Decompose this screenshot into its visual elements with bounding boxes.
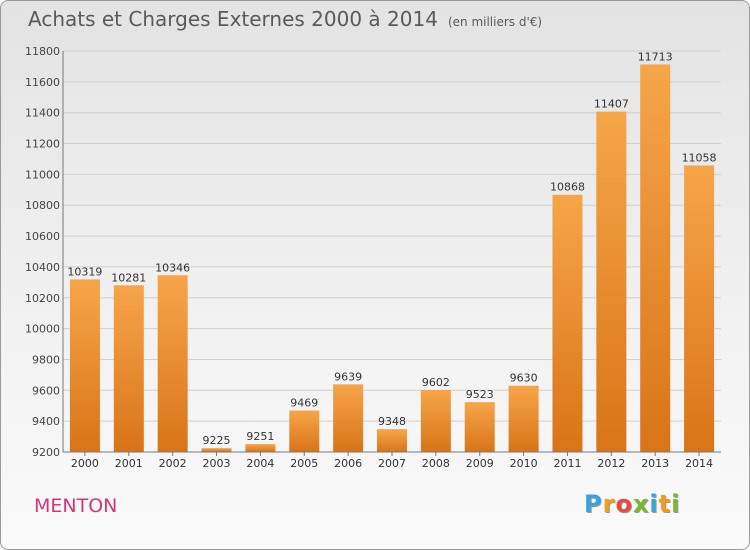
bar-2004	[245, 444, 276, 452]
bar-2000	[69, 279, 100, 452]
data-label-2005: 9469	[290, 397, 318, 410]
chart-title-text: Achats et Charges Externes 2000 à 2014	[28, 7, 438, 31]
logo-letter: o	[615, 490, 633, 518]
bar-2007	[377, 429, 407, 452]
y-tick-label: 11600	[25, 76, 60, 89]
axes: 9200 9400 9600 9800 10000 10200 10400 10600 1080…	[25, 45, 721, 470]
bars	[69, 64, 715, 453]
x-tick-label-2004: 2004	[246, 457, 274, 470]
y-tick-label: 10000	[25, 323, 60, 336]
data-label-2004: 9251	[246, 430, 274, 443]
x-tick-label-2010: 2010	[510, 457, 538, 470]
logo-letter: t	[658, 490, 672, 518]
data-label-2012: 11407	[594, 98, 629, 111]
logo-letter: r	[602, 490, 616, 518]
data-label-2002: 10346	[155, 261, 190, 274]
x-tick-label-2013: 2013	[641, 457, 669, 470]
y-tick-label: 11000	[25, 168, 60, 181]
bar-2010	[508, 385, 539, 452]
y-tick-label: 9800	[32, 353, 60, 366]
bar-2003	[201, 448, 232, 452]
logo-letter: x	[632, 490, 650, 518]
x-tick-label-2014: 2014	[685, 457, 713, 470]
bar-2011	[552, 194, 583, 452]
x-tick-label-2012: 2012	[597, 457, 625, 470]
data-label-2014: 11058	[682, 151, 717, 164]
data-label-2007: 9348	[378, 415, 406, 428]
bar-2005	[289, 410, 320, 452]
x-tick-label-2007: 2007	[378, 457, 406, 470]
y-tick-label: 11800	[25, 45, 60, 58]
bar-2014	[684, 165, 715, 453]
y-tick-label: 9200	[32, 446, 60, 459]
y-tick-label: 9400	[32, 415, 60, 428]
x-tick-label-2002: 2002	[159, 457, 187, 470]
bar-2013	[640, 64, 671, 452]
x-tick-label-2003: 2003	[203, 457, 231, 470]
bar-2001	[113, 285, 144, 452]
x-tick-label-2005: 2005	[290, 457, 318, 470]
logo-letter: P	[584, 490, 603, 518]
y-tick-label: 10400	[25, 261, 60, 274]
x-tick-label-2000: 2000	[71, 457, 99, 470]
proxiti-logo: Proxiti	[584, 490, 680, 518]
data-labels: 10319 10281 10346 9225 9251 9469 9639 9348 9602 9…	[67, 50, 716, 447]
bar-2009	[464, 402, 495, 452]
y-tick-label: 10800	[25, 199, 60, 212]
y-tick-label: 11400	[25, 107, 60, 120]
logo-letter: i	[649, 490, 659, 518]
x-tick-label-2011: 2011	[553, 457, 581, 470]
bar-2002	[157, 275, 188, 452]
data-label-2006: 9639	[334, 370, 362, 383]
data-label-2011: 10868	[550, 181, 585, 194]
bar-2006	[333, 384, 364, 452]
x-tick-label-2006: 2006	[334, 457, 362, 470]
city-name: MENTON	[34, 495, 118, 517]
data-label-2003: 9225	[203, 434, 231, 447]
bar-2008	[420, 389, 451, 452]
x-tick-label-2001: 2001	[115, 457, 143, 470]
y-tick-label: 9600	[32, 384, 60, 397]
bar-2012	[596, 111, 627, 452]
y-tick-label: 10600	[25, 230, 60, 243]
data-label-2008: 9602	[422, 376, 450, 389]
data-label-2009: 9523	[466, 388, 494, 401]
y-tick-label: 10200	[25, 292, 60, 305]
data-label-2000: 10319	[67, 265, 102, 278]
x-tick-label-2009: 2009	[466, 457, 494, 470]
logo-letter: i	[671, 490, 681, 518]
data-label-2001: 10281	[111, 271, 146, 284]
chart-title: Achats et Charges Externes 2000 à 2014 (e…	[28, 7, 542, 31]
chart-unit: (en milliers d'€)	[447, 15, 543, 29]
data-label-2010: 9630	[510, 372, 538, 385]
data-label-2013: 11713	[638, 50, 673, 63]
x-tick-label-2008: 2008	[422, 457, 450, 470]
y-tick-label: 11200	[25, 138, 60, 151]
